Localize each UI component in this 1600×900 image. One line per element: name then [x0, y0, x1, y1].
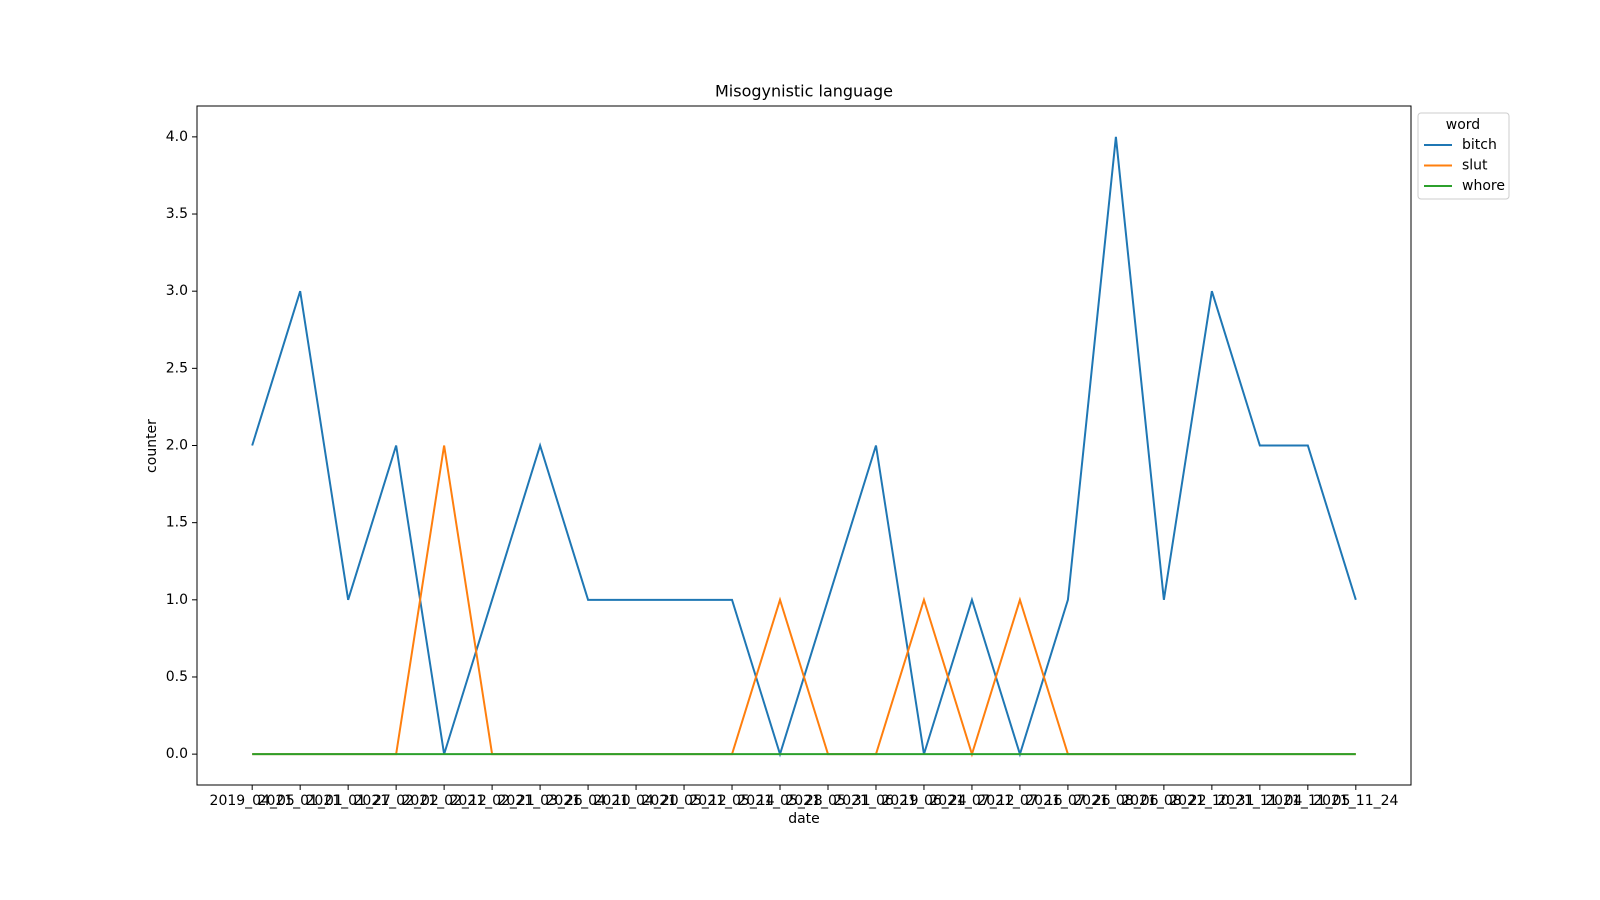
y-tick-label: 3.0	[166, 283, 188, 299]
x-tick-label: 2021_05_28	[737, 793, 822, 809]
y-tick-label: 4.0	[166, 129, 188, 145]
x-tick-label: 2021_01_27	[306, 793, 391, 809]
x-tick-label: 2021_02_21	[449, 793, 534, 809]
y-tick-label: 2.0	[166, 438, 188, 454]
x-tick-label: 2021_11_24	[1313, 793, 1398, 809]
x-tick-label: 2021_06_19	[833, 793, 918, 809]
x-tick-label: 2021_07_26	[1025, 793, 1110, 809]
y-tick-label: 1.0	[166, 592, 188, 608]
legend-label: slut	[1462, 158, 1488, 174]
legend-title: word	[1446, 117, 1480, 133]
y-tick-label: 2.5	[166, 360, 188, 376]
y-axis-label: counter	[144, 419, 160, 473]
x-tick-label: 2021_02_12	[401, 793, 486, 809]
y-tick-label: 0.0	[166, 746, 188, 762]
x-tick-label: 2021_10_31	[1169, 793, 1254, 809]
y-tick-label: 1.5	[166, 515, 188, 531]
x-tick-label: 2021_05_12	[641, 793, 726, 809]
x-tick-label: 2021_04_10	[545, 793, 630, 809]
x-tick-label: 2021_11_05	[1265, 793, 1350, 809]
x-axis-label: date	[788, 811, 820, 827]
x-tick-label: 2019_04_05	[210, 793, 295, 809]
legend-box	[1417, 112, 1510, 200]
x-tick-label: 2021_06_24	[881, 793, 966, 809]
x-tick-label: 2021_07_16	[977, 793, 1062, 809]
x-tick-label: 2021_11_04	[1217, 793, 1302, 809]
legend-label: whore	[1462, 178, 1505, 194]
legend: word bitch slut whore	[1417, 112, 1510, 200]
x-tick-label: 2021_07_12	[929, 793, 1014, 809]
legend-label: bitch	[1462, 137, 1497, 153]
series-line	[251, 136, 1357, 758]
y-tick-label: 0.5	[166, 669, 188, 685]
x-tick-label: 2021_05_14	[689, 793, 774, 809]
chart-title: Misogynistic language	[715, 82, 893, 101]
x-tick-label: 2021_05_31	[785, 793, 870, 809]
x-tick-label: 2021_02_02	[354, 793, 439, 809]
series-line	[252, 445, 1356, 758]
x-tick-label: 2021_08_06	[1073, 793, 1158, 809]
y-tick-label: 3.5	[166, 206, 188, 222]
x-tick-label: 2021_03_26	[497, 793, 582, 809]
x-tick-label: 2021_01_01	[258, 793, 343, 809]
x-tick-label: 2021_08_22	[1121, 793, 1206, 809]
plot-frame	[196, 105, 1412, 786]
x-tick-label: 2021_04_20	[593, 793, 678, 809]
